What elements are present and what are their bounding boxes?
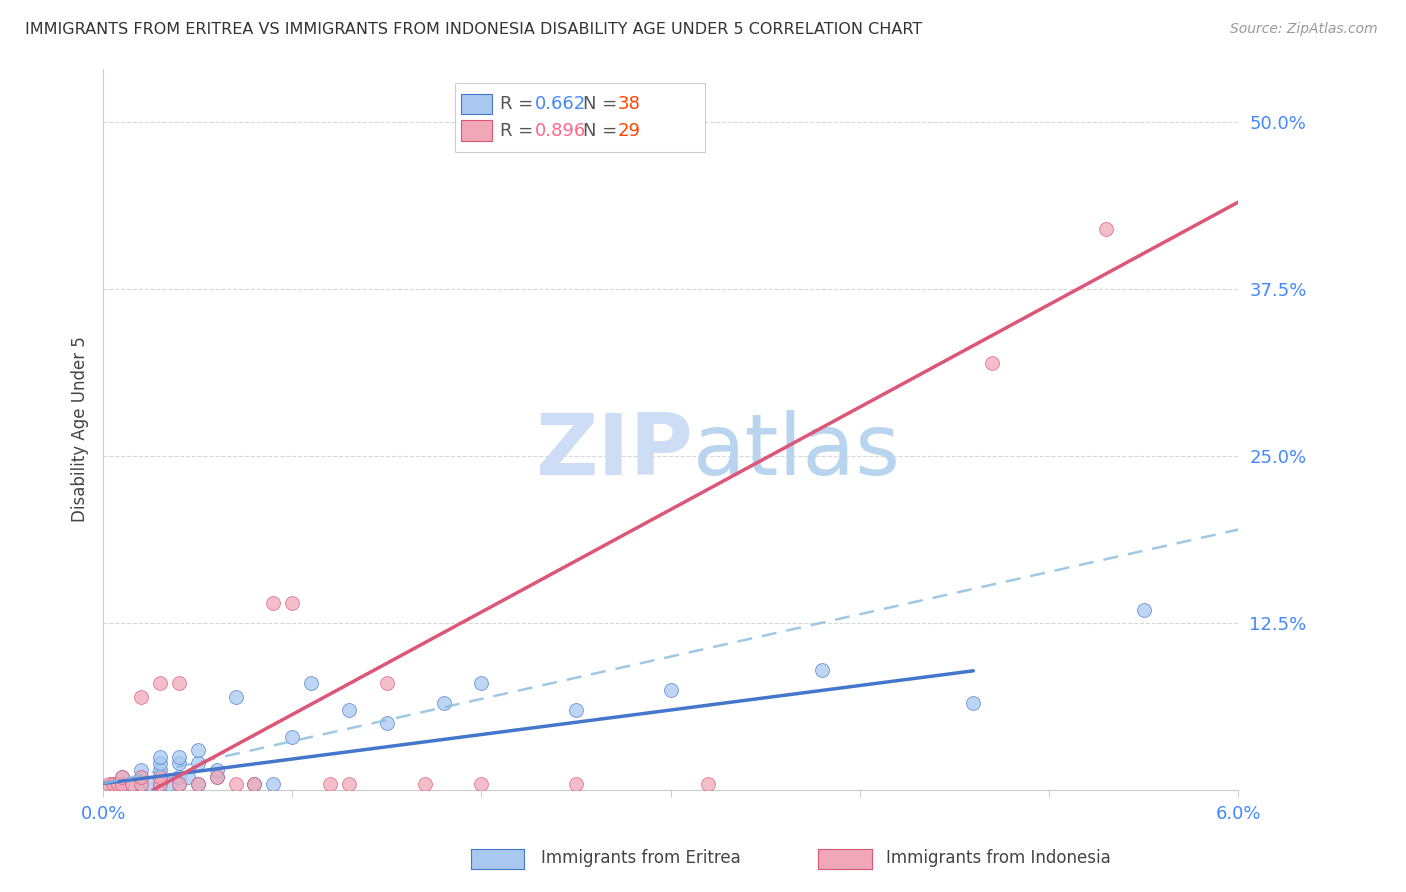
Point bbox=[337, 776, 360, 790]
Point bbox=[375, 676, 398, 690]
Point bbox=[281, 730, 304, 744]
Text: Source: ZipAtlas.com: Source: ZipAtlas.com bbox=[1230, 22, 1378, 37]
Point bbox=[97, 776, 120, 790]
Point bbox=[129, 770, 152, 784]
Point bbox=[111, 770, 134, 784]
Point bbox=[187, 776, 209, 790]
Text: 29: 29 bbox=[617, 121, 640, 139]
Text: R =: R = bbox=[501, 121, 540, 139]
Point bbox=[565, 776, 588, 790]
Point bbox=[167, 749, 190, 764]
Point bbox=[1094, 222, 1116, 236]
Text: Immigrants from Indonesia: Immigrants from Indonesia bbox=[886, 849, 1111, 867]
Point bbox=[101, 776, 124, 790]
Text: N =: N = bbox=[583, 95, 623, 113]
Point bbox=[149, 776, 172, 790]
Point bbox=[111, 776, 134, 790]
Point bbox=[337, 703, 360, 717]
Point bbox=[225, 690, 247, 704]
Point bbox=[697, 776, 720, 790]
Point bbox=[1132, 603, 1154, 617]
Text: atlas: atlas bbox=[693, 409, 901, 492]
Point bbox=[413, 776, 436, 790]
Point bbox=[139, 776, 162, 790]
Point bbox=[129, 770, 152, 784]
Point bbox=[659, 683, 682, 698]
Point bbox=[243, 776, 266, 790]
Point bbox=[149, 749, 172, 764]
Point bbox=[319, 776, 342, 790]
Text: 0.896: 0.896 bbox=[534, 121, 586, 139]
Text: Immigrants from Eritrea: Immigrants from Eritrea bbox=[541, 849, 741, 867]
Point bbox=[129, 763, 152, 777]
Point bbox=[167, 776, 190, 790]
Point bbox=[811, 663, 834, 677]
Point bbox=[129, 690, 152, 704]
Point bbox=[111, 770, 134, 784]
Point bbox=[470, 676, 492, 690]
Text: 38: 38 bbox=[617, 95, 640, 113]
Point bbox=[167, 776, 190, 790]
Point bbox=[129, 776, 152, 790]
FancyBboxPatch shape bbox=[456, 83, 704, 152]
FancyBboxPatch shape bbox=[461, 120, 492, 141]
Text: IMMIGRANTS FROM ERITREA VS IMMIGRANTS FROM INDONESIA DISABILITY AGE UNDER 5 CORR: IMMIGRANTS FROM ERITREA VS IMMIGRANTS FR… bbox=[25, 22, 922, 37]
Point bbox=[107, 776, 129, 790]
Point bbox=[167, 756, 190, 771]
Point bbox=[101, 776, 124, 790]
Point bbox=[167, 676, 190, 690]
Point bbox=[243, 776, 266, 790]
Point bbox=[187, 743, 209, 757]
Point bbox=[157, 776, 180, 790]
Text: 0.662: 0.662 bbox=[534, 95, 586, 113]
Point bbox=[205, 763, 228, 777]
Point bbox=[299, 676, 322, 690]
Text: R =: R = bbox=[501, 95, 540, 113]
Point bbox=[149, 770, 172, 784]
Point bbox=[225, 776, 247, 790]
FancyBboxPatch shape bbox=[461, 94, 492, 114]
Point bbox=[565, 703, 588, 717]
Text: N =: N = bbox=[583, 121, 623, 139]
Point bbox=[149, 770, 172, 784]
Point bbox=[262, 596, 284, 610]
Point bbox=[962, 696, 984, 710]
Point bbox=[167, 770, 190, 784]
Point bbox=[121, 776, 143, 790]
Point bbox=[149, 763, 172, 777]
Point bbox=[205, 770, 228, 784]
Point bbox=[375, 716, 398, 731]
Point bbox=[470, 776, 492, 790]
Point bbox=[187, 776, 209, 790]
Point bbox=[187, 756, 209, 771]
Point bbox=[981, 355, 1004, 369]
Point bbox=[433, 696, 456, 710]
Point bbox=[149, 776, 172, 790]
Point bbox=[149, 756, 172, 771]
Point bbox=[111, 776, 134, 790]
Y-axis label: Disability Age Under 5: Disability Age Under 5 bbox=[72, 336, 89, 523]
Text: ZIP: ZIP bbox=[536, 409, 693, 492]
Point bbox=[129, 776, 152, 790]
Point bbox=[281, 596, 304, 610]
Point bbox=[177, 770, 200, 784]
Point bbox=[149, 676, 172, 690]
Point bbox=[262, 776, 284, 790]
Point bbox=[205, 770, 228, 784]
Point bbox=[121, 776, 143, 790]
